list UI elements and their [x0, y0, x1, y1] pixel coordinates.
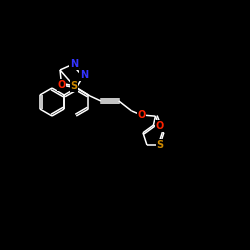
Text: O: O: [137, 110, 145, 120]
Text: S: S: [156, 140, 164, 150]
Text: N: N: [80, 70, 88, 80]
Text: N: N: [70, 59, 78, 69]
Text: O: O: [155, 121, 164, 131]
Text: S: S: [70, 81, 78, 91]
Text: O: O: [58, 80, 66, 90]
